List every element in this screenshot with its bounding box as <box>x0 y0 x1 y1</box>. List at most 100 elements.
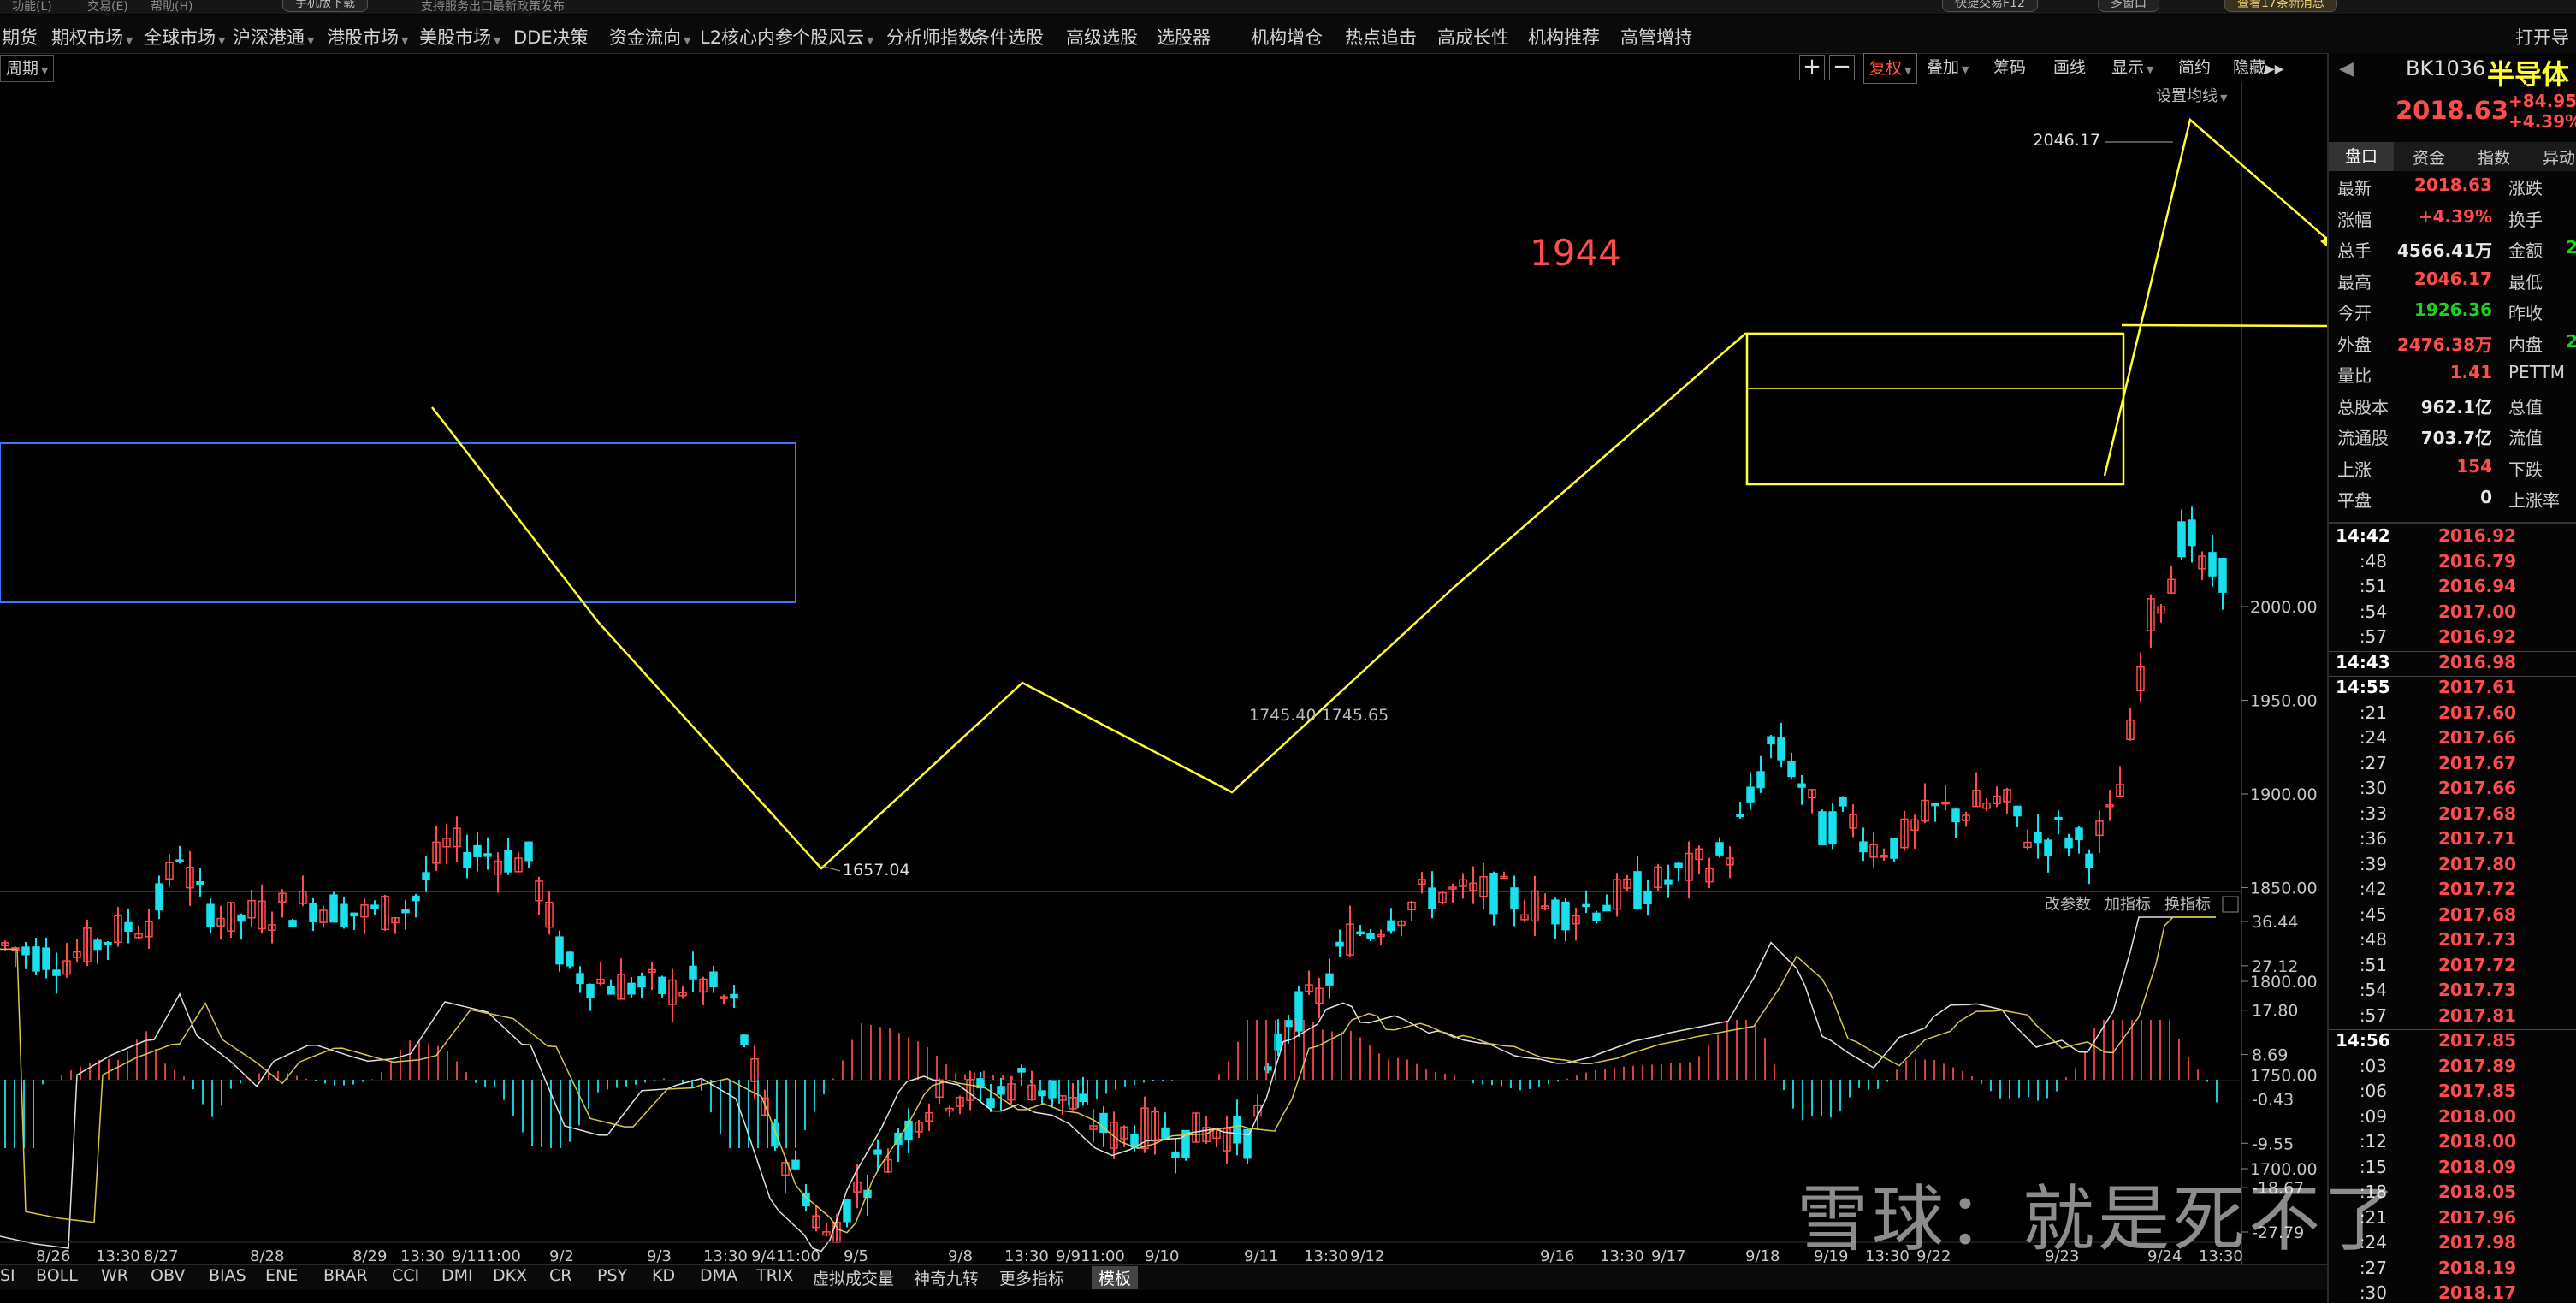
zoom-in-button[interactable]: + <box>1799 55 1825 80</box>
menu-item-1[interactable]: 期权市场 ▼ <box>51 24 133 50</box>
date-label: 9/22 <box>1916 1247 1951 1265</box>
price-axis-label: 2000.00 <box>2250 598 2318 617</box>
tick-row: 14:43 2016.98 <box>2329 652 2576 677</box>
top-strip: 功能(L) 交易(E) 帮助(H) 手机版下载 支持服务出口最新政策发布 快捷交… <box>0 0 2576 14</box>
menu-item-4[interactable]: 港股市场 ▼ <box>327 24 408 50</box>
candle-body <box>915 1121 923 1133</box>
tick-price: 2017.80 <box>2438 853 2517 874</box>
tab-handicap[interactable]: 盘口 <box>2329 142 2394 171</box>
candle-body <box>1387 920 1395 932</box>
indicator-tab-kd[interactable]: KD <box>652 1266 676 1285</box>
tick-row: :48 2016.79 <box>2329 551 2576 576</box>
date-label: 9/3 <box>647 1247 672 1265</box>
quote-row: 涨幅 +4.39% 换手 <box>2329 206 2576 237</box>
menu-item-9[interactable]: 个股风云 ▼ <box>792 24 873 50</box>
period-select[interactable]: 周期 ▼ <box>0 55 55 82</box>
menu-help[interactable]: 帮助(H) <box>151 0 193 14</box>
candle-body <box>2208 552 2217 577</box>
menu-item-8[interactable]: L2核心内参 <box>700 24 793 50</box>
quick-trade-button[interactable]: 快捷交易F12 <box>1942 0 2038 12</box>
candle-body <box>329 894 338 923</box>
indicator-tab-trix[interactable]: TRIX <box>756 1266 794 1285</box>
indicator-tab-obv[interactable]: OBV <box>151 1266 186 1285</box>
fq-button[interactable]: 复权 ▼ <box>1863 53 1918 84</box>
candle-body <box>175 859 184 862</box>
quote-label: 最高 <box>2337 271 2372 293</box>
indicator-tab-boll[interactable]: BOLL <box>36 1266 78 1285</box>
menu-item-16[interactable]: 高成长性 <box>1437 24 1509 50</box>
tab-funds[interactable]: 资金 <box>2413 149 2446 168</box>
menu-item-15[interactable]: 热点追击 <box>1345 24 1417 50</box>
menu-trade[interactable]: 交易(E) <box>87 0 128 14</box>
news-ticker[interactable]: 支持服务出口最新政策发布 <box>421 0 565 14</box>
zoom-out-button[interactable]: − <box>1829 55 1855 80</box>
indicator-tab-cr[interactable]: CR <box>549 1266 572 1285</box>
chips-button[interactable]: 筹码 <box>1993 58 2027 77</box>
candle-body <box>2044 839 2052 856</box>
tick-row: 14:56 2017.85 <box>2329 1030 2576 1055</box>
indicator-tab-模板[interactable]: 模板 <box>1092 1266 1139 1289</box>
messages-button[interactable]: 查看17条新消息 <box>2224 0 2337 12</box>
kline-chart[interactable]: 2000.00 1950.00 1900.00 1850.00 1800.00 1750.… <box>0 53 2327 1303</box>
menu-function[interactable]: 功能(L) <box>12 0 52 14</box>
tick-price: 2017.73 <box>2438 929 2517 950</box>
collapse-left-icon[interactable]: ◀ <box>2339 58 2354 80</box>
quote-value: 1.41 <box>2449 362 2492 382</box>
tick-time: :03 <box>2359 1055 2387 1076</box>
candle-body <box>93 939 102 951</box>
indicator-tab-dmi[interactable]: DMI <box>441 1266 473 1285</box>
tab-movement[interactable]: 异动 <box>2543 149 2576 168</box>
candle-body <box>596 978 605 985</box>
menu-item-18[interactable]: 高管增持 <box>1620 24 1692 50</box>
chevron-down-icon: ▼ <box>684 35 691 46</box>
ma-settings-link[interactable]: 设置均线 ▼ <box>2156 87 2228 105</box>
indicator-tab-神奇九转[interactable]: 神奇九转 <box>914 1270 980 1288</box>
indicator-tab-brar[interactable]: BRAR <box>323 1266 368 1285</box>
menu-item-7[interactable]: 资金流向 ▼ <box>609 24 690 50</box>
candle-body <box>83 927 92 962</box>
indicator-tab-dkx[interactable]: DKX <box>493 1266 528 1285</box>
tick-time: :09 <box>2359 1105 2387 1127</box>
menu-item-5[interactable]: 美股市场 ▼ <box>419 24 500 50</box>
simple-mode-button[interactable]: 简约 <box>2178 58 2212 77</box>
date-label: 9/5 <box>844 1247 868 1265</box>
candle-body <box>791 1159 800 1170</box>
candle-body <box>966 1079 974 1101</box>
mobile-download-button[interactable]: 手机版下载 <box>282 0 368 12</box>
tick-price: 2016.79 <box>2438 550 2517 572</box>
candle-body <box>2147 598 2155 631</box>
indicator-tab-bias[interactable]: BIAS <box>209 1266 246 1285</box>
menu-item-2[interactable]: 全球市场 ▼ <box>144 24 225 50</box>
indicator-tab-dma[interactable]: DMA <box>700 1266 738 1285</box>
indicator-tab-si[interactable]: SI <box>0 1266 15 1285</box>
multi-window-button[interactable]: 多窗口 <box>2098 0 2159 12</box>
indicator-tab-wr[interactable]: WR <box>101 1266 128 1285</box>
indicator-tab-ene[interactable]: ENE <box>265 1266 299 1285</box>
candle-body <box>1756 771 1765 789</box>
menu-item-10[interactable]: 分析师指数 <box>886 24 976 50</box>
open-nav-link[interactable]: 打开导 <box>2515 27 2569 48</box>
menu-item-3[interactable]: 沪深港通 ▼ <box>233 24 314 50</box>
price-axis-label: 1750.00 <box>2250 1067 2318 1086</box>
draw-line-button[interactable]: 画线 <box>2053 58 2087 77</box>
date-label: 9/11 <box>1244 1247 1278 1265</box>
tab-index[interactable]: 指数 <box>2478 149 2511 168</box>
menu-item-13[interactable]: 选股器 <box>1157 24 1211 50</box>
tick-time: :27 <box>2359 1257 2387 1278</box>
menu-item-12[interactable]: 高级选股 <box>1066 24 1138 50</box>
candle-body <box>997 1086 1005 1095</box>
menu-item-6[interactable]: DDE决策 <box>513 24 589 50</box>
menu-item-0[interactable]: 期货 <box>2 24 38 50</box>
indicator-tab-更多指标[interactable]: 更多指标 <box>999 1270 1065 1288</box>
overlay-button[interactable]: 叠加 ▼ <box>1927 58 1969 77</box>
display-button[interactable]: 显示 ▼ <box>2111 58 2154 77</box>
indicator-tab-psy[interactable]: PSY <box>597 1266 628 1285</box>
candle-body <box>278 892 287 903</box>
indicator-tab-cci[interactable]: CCI <box>392 1266 420 1285</box>
menu-item-14[interactable]: 机构增仓 <box>1251 24 1323 50</box>
indicator-tab-虚拟成交量[interactable]: 虚拟成交量 <box>813 1270 895 1288</box>
tick-price: 2017.81 <box>2438 1004 2517 1026</box>
menu-item-17[interactable]: 机构推荐 <box>1528 24 1600 50</box>
menu-item-11[interactable]: 条件选股 <box>972 24 1044 50</box>
hide-button[interactable]: 隐藏▶▶ <box>2233 58 2284 77</box>
